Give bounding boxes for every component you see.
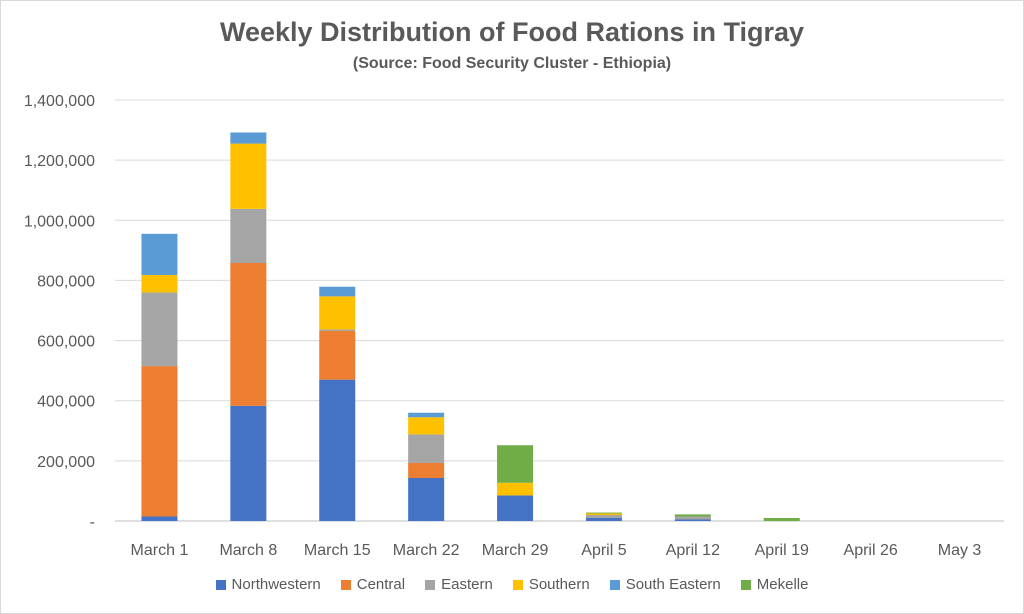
bar-segment [674,519,711,521]
legend-swatch [215,579,226,590]
x-tick-label: April 19 [755,542,809,559]
legend-swatch [512,579,523,590]
legend-label: Northwestern [231,576,321,593]
y-tick-label: 600,000 [37,334,95,351]
bar-segment [497,495,534,521]
x-tick-label: April 12 [666,542,720,559]
legend-swatch [740,579,751,590]
bar-segment [230,262,267,406]
bar-segment [319,296,356,330]
x-tick-label: April 26 [844,542,898,559]
bar-segment [141,292,178,367]
chart-subtitle: (Source: Food Security Cluster - Ethiopi… [352,55,672,72]
y-tick-label: - [90,514,95,531]
bar-segment [319,286,356,297]
bar-segment [674,514,711,517]
bar-segment [230,405,267,521]
bar-segment [319,330,356,380]
bar-segment [141,366,178,517]
bar-segment [497,482,534,496]
legend-item: Northwestern [215,576,321,593]
bar-segment [763,517,800,521]
y-tick-label: 200,000 [37,454,95,471]
chart-title: Weekly Distribution of Food Rations in T… [219,17,805,47]
bar-segment [674,516,711,520]
x-tick-label: April 5 [581,542,626,559]
bar-segment [230,143,267,209]
legend-label: Mekelle [756,576,809,593]
legend-label: Central [356,576,406,593]
bar-segment [408,434,445,463]
bar-segment [408,477,445,521]
legend: Northwestern Central Eastern Southern South … [1,576,1023,593]
legend-swatch [425,579,436,590]
bar-segment [585,514,622,518]
bar-segment [319,379,356,521]
bar-segment [230,208,267,263]
bar-segment [408,462,445,478]
bar-segment [141,233,178,276]
legend-item: Southern [512,576,590,593]
y-tick-label: 1,400,000 [24,93,95,110]
legend-item: Mekelle [740,576,809,593]
x-tick-label: March 8 [219,542,277,559]
legend-item: Central [340,576,406,593]
x-tick-label: May 3 [938,542,982,559]
x-tick-label: March 22 [393,542,460,559]
bar-segment [408,412,445,418]
x-tick-label: March 15 [304,542,371,559]
bar-segment [408,417,445,435]
y-tick-label: 400,000 [37,394,95,411]
legend-swatch [609,579,620,590]
legend-label: South Eastern [625,576,721,593]
bar-segment [497,445,534,483]
bar-segment [141,275,178,293]
legend-swatch [340,579,351,590]
bar-segment [585,517,622,521]
bar-segment [585,512,622,514]
y-tick-label: 800,000 [37,273,95,290]
y-tick-label: 1,000,000 [24,213,95,230]
x-tick-label: March 29 [482,542,549,559]
y-tick-label: 1,200,000 [24,153,95,170]
legend-label: Eastern [441,576,493,593]
legend-item: South Eastern [609,576,721,593]
bar-segment [585,513,622,515]
bar-segment [230,132,267,144]
legend-label: Southern [528,576,590,593]
bar-segment [319,329,356,331]
legend-item: Eastern [425,576,493,593]
bar-segment [141,516,178,521]
x-tick-label: March 1 [131,542,189,559]
